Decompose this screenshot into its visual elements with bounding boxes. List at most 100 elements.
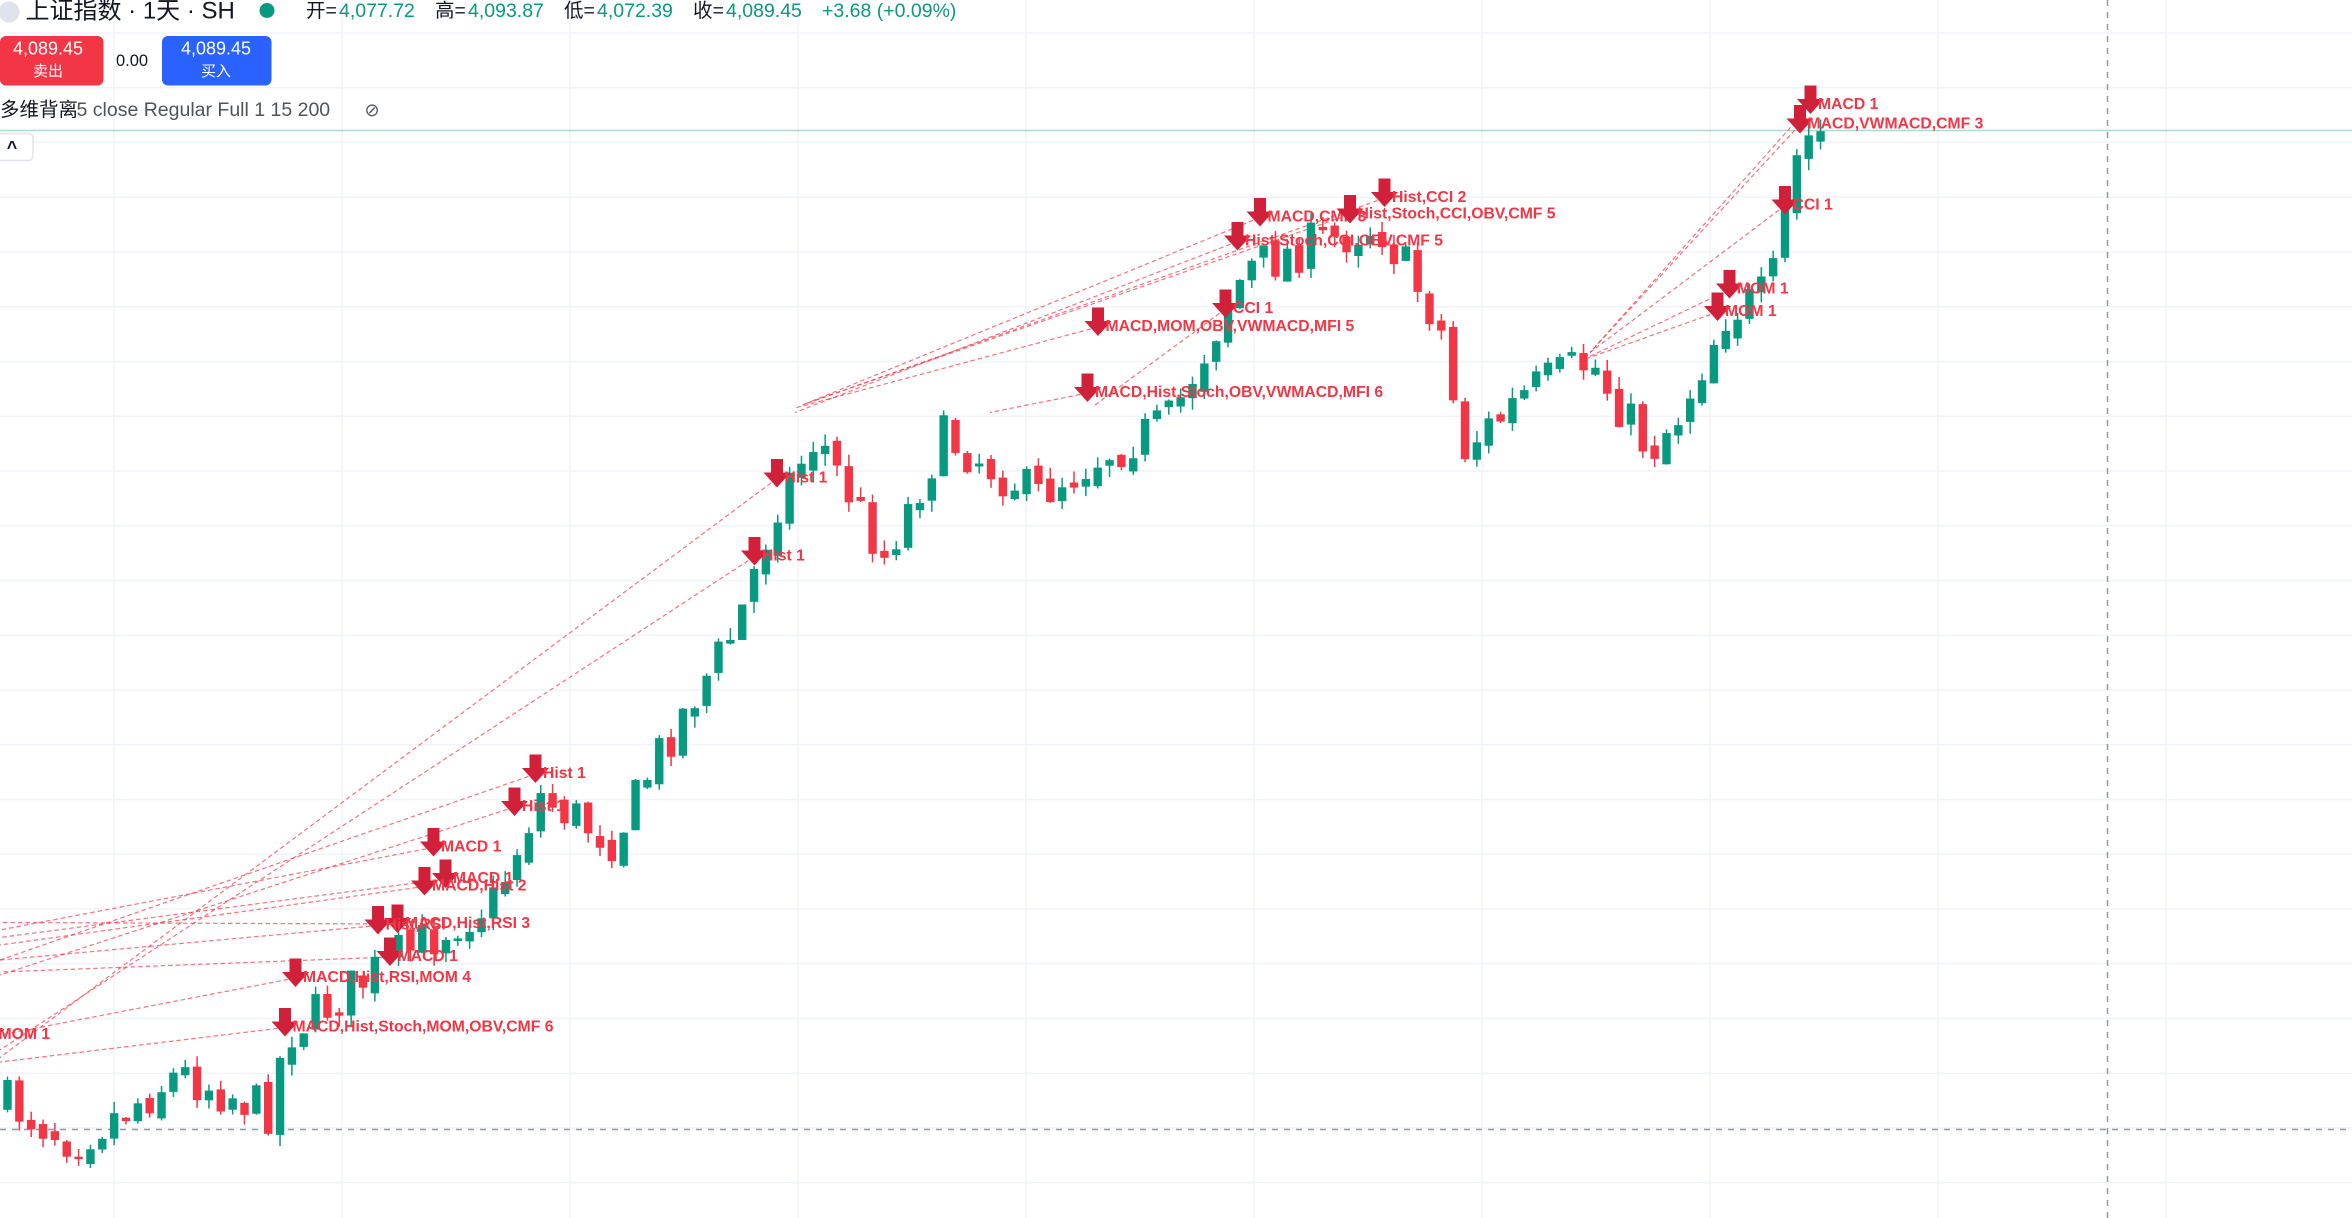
divergence-line	[0, 977, 296, 1036]
candle-body	[975, 463, 984, 467]
signal-label: Hist,CCI 2	[1392, 189, 1467, 206]
signal-arrow	[364, 906, 392, 935]
candle-body	[678, 708, 688, 756]
candle-body	[370, 956, 380, 994]
indicator-hide[interactable]: ⊘	[365, 100, 380, 120]
sell-button[interactable]	[0, 36, 104, 86]
low-label: 低=	[564, 0, 595, 22]
candle-body	[1306, 222, 1316, 269]
candle-body	[1283, 248, 1292, 282]
candle-body	[512, 855, 522, 881]
candle-body	[548, 793, 557, 808]
signal-arrow	[1371, 178, 1398, 207]
signal-arrow	[1336, 195, 1364, 224]
candle-body	[1780, 209, 1790, 258]
candle-body	[1508, 398, 1517, 424]
signal-arrow	[1786, 105, 1814, 134]
divergence-line	[989, 392, 1088, 414]
trade-buttons: 4,089.45 卖出 0.00 4,089.45 买入	[0, 36, 272, 86]
signal-arrow	[271, 1008, 299, 1037]
header: 上证指数 · 1天 · SH 开= 4,077.72 高= 4,093.87 低…	[0, 0, 956, 24]
candle-body	[690, 708, 699, 717]
candle-body	[1081, 479, 1091, 487]
signal-label: MACD,Hist 2	[432, 878, 527, 895]
candle-body	[1460, 401, 1470, 460]
open-label: 开=	[306, 0, 337, 22]
candle-body	[714, 641, 723, 673]
divergence-line	[809, 213, 1351, 403]
collapse-button[interactable]	[0, 132, 34, 162]
signal-label: MACD 1	[441, 839, 502, 856]
candle-body	[963, 453, 972, 473]
candle-body	[121, 1117, 131, 1122]
candle-body	[264, 1081, 273, 1134]
candles	[3, 119, 1825, 1169]
candle-body	[418, 924, 427, 953]
candle-body	[1022, 468, 1031, 495]
indicator-name[interactable]: 多维背离	[0, 99, 78, 121]
candle-body	[157, 1092, 166, 1119]
candle-body	[1223, 310, 1233, 343]
candle-body	[1271, 240, 1280, 277]
signal-arrow	[1224, 222, 1251, 251]
candle-body	[1117, 454, 1126, 468]
candle-body	[868, 502, 877, 554]
candle-body	[252, 1085, 261, 1114]
candle-body	[38, 1124, 48, 1139]
divergence-line	[1582, 288, 1730, 361]
candle-body	[275, 1057, 285, 1135]
candle-body	[619, 832, 628, 866]
candle-body	[1804, 135, 1813, 159]
signal-label: Hist 1	[543, 765, 586, 782]
candle-body	[1591, 367, 1600, 375]
signal-arrow	[282, 958, 309, 987]
spread: 0.00	[116, 52, 148, 70]
candle-body	[323, 993, 332, 1018]
candle-body	[335, 1012, 344, 1016]
candle-body	[287, 1047, 297, 1065]
candle-body	[927, 478, 936, 501]
divergence-line	[802, 197, 1385, 406]
candle-body	[1152, 410, 1162, 419]
candle-body	[216, 1089, 225, 1112]
candle-body	[856, 496, 865, 501]
candle-body	[1247, 260, 1256, 281]
candle-body	[1662, 433, 1671, 465]
candle-body	[595, 836, 605, 848]
candle-body	[1164, 400, 1173, 408]
candle-body	[1555, 357, 1565, 369]
candle-body	[1354, 244, 1363, 257]
candle-body	[358, 975, 368, 988]
signal-arrow	[420, 828, 447, 857]
sell-price: 4,089.45	[13, 38, 83, 58]
buy-button[interactable]	[162, 36, 272, 86]
candle-body	[394, 934, 403, 958]
candle-body	[1057, 487, 1067, 502]
candle-body	[1069, 482, 1079, 488]
candle-body	[1389, 244, 1399, 265]
candle-body	[465, 931, 474, 942]
collapse-icon: ^	[7, 137, 18, 157]
signal-label: MOM 1	[1725, 303, 1777, 320]
market-status[interactable]	[259, 3, 275, 18]
candle-body	[1105, 460, 1114, 466]
candle-body	[785, 472, 794, 524]
divergence-line	[1589, 124, 1801, 353]
symbol[interactable]: 上证指数 · 1天 · SH	[26, 0, 235, 24]
candle-body	[702, 675, 711, 706]
candle-body	[1259, 245, 1268, 258]
candle-body	[1496, 414, 1505, 422]
candle-body	[453, 938, 462, 941]
candle-body	[1046, 478, 1055, 503]
candle-body	[572, 803, 581, 826]
candle-body	[880, 550, 889, 558]
open-value: 4,077.72	[339, 0, 415, 22]
candle-body	[903, 504, 913, 548]
candle-body	[809, 452, 818, 471]
close-label: 收=	[693, 0, 724, 22]
buy-price: 4,089.45	[181, 38, 251, 58]
candle-body	[62, 1141, 71, 1157]
signal-label: Hist 1	[522, 798, 565, 815]
